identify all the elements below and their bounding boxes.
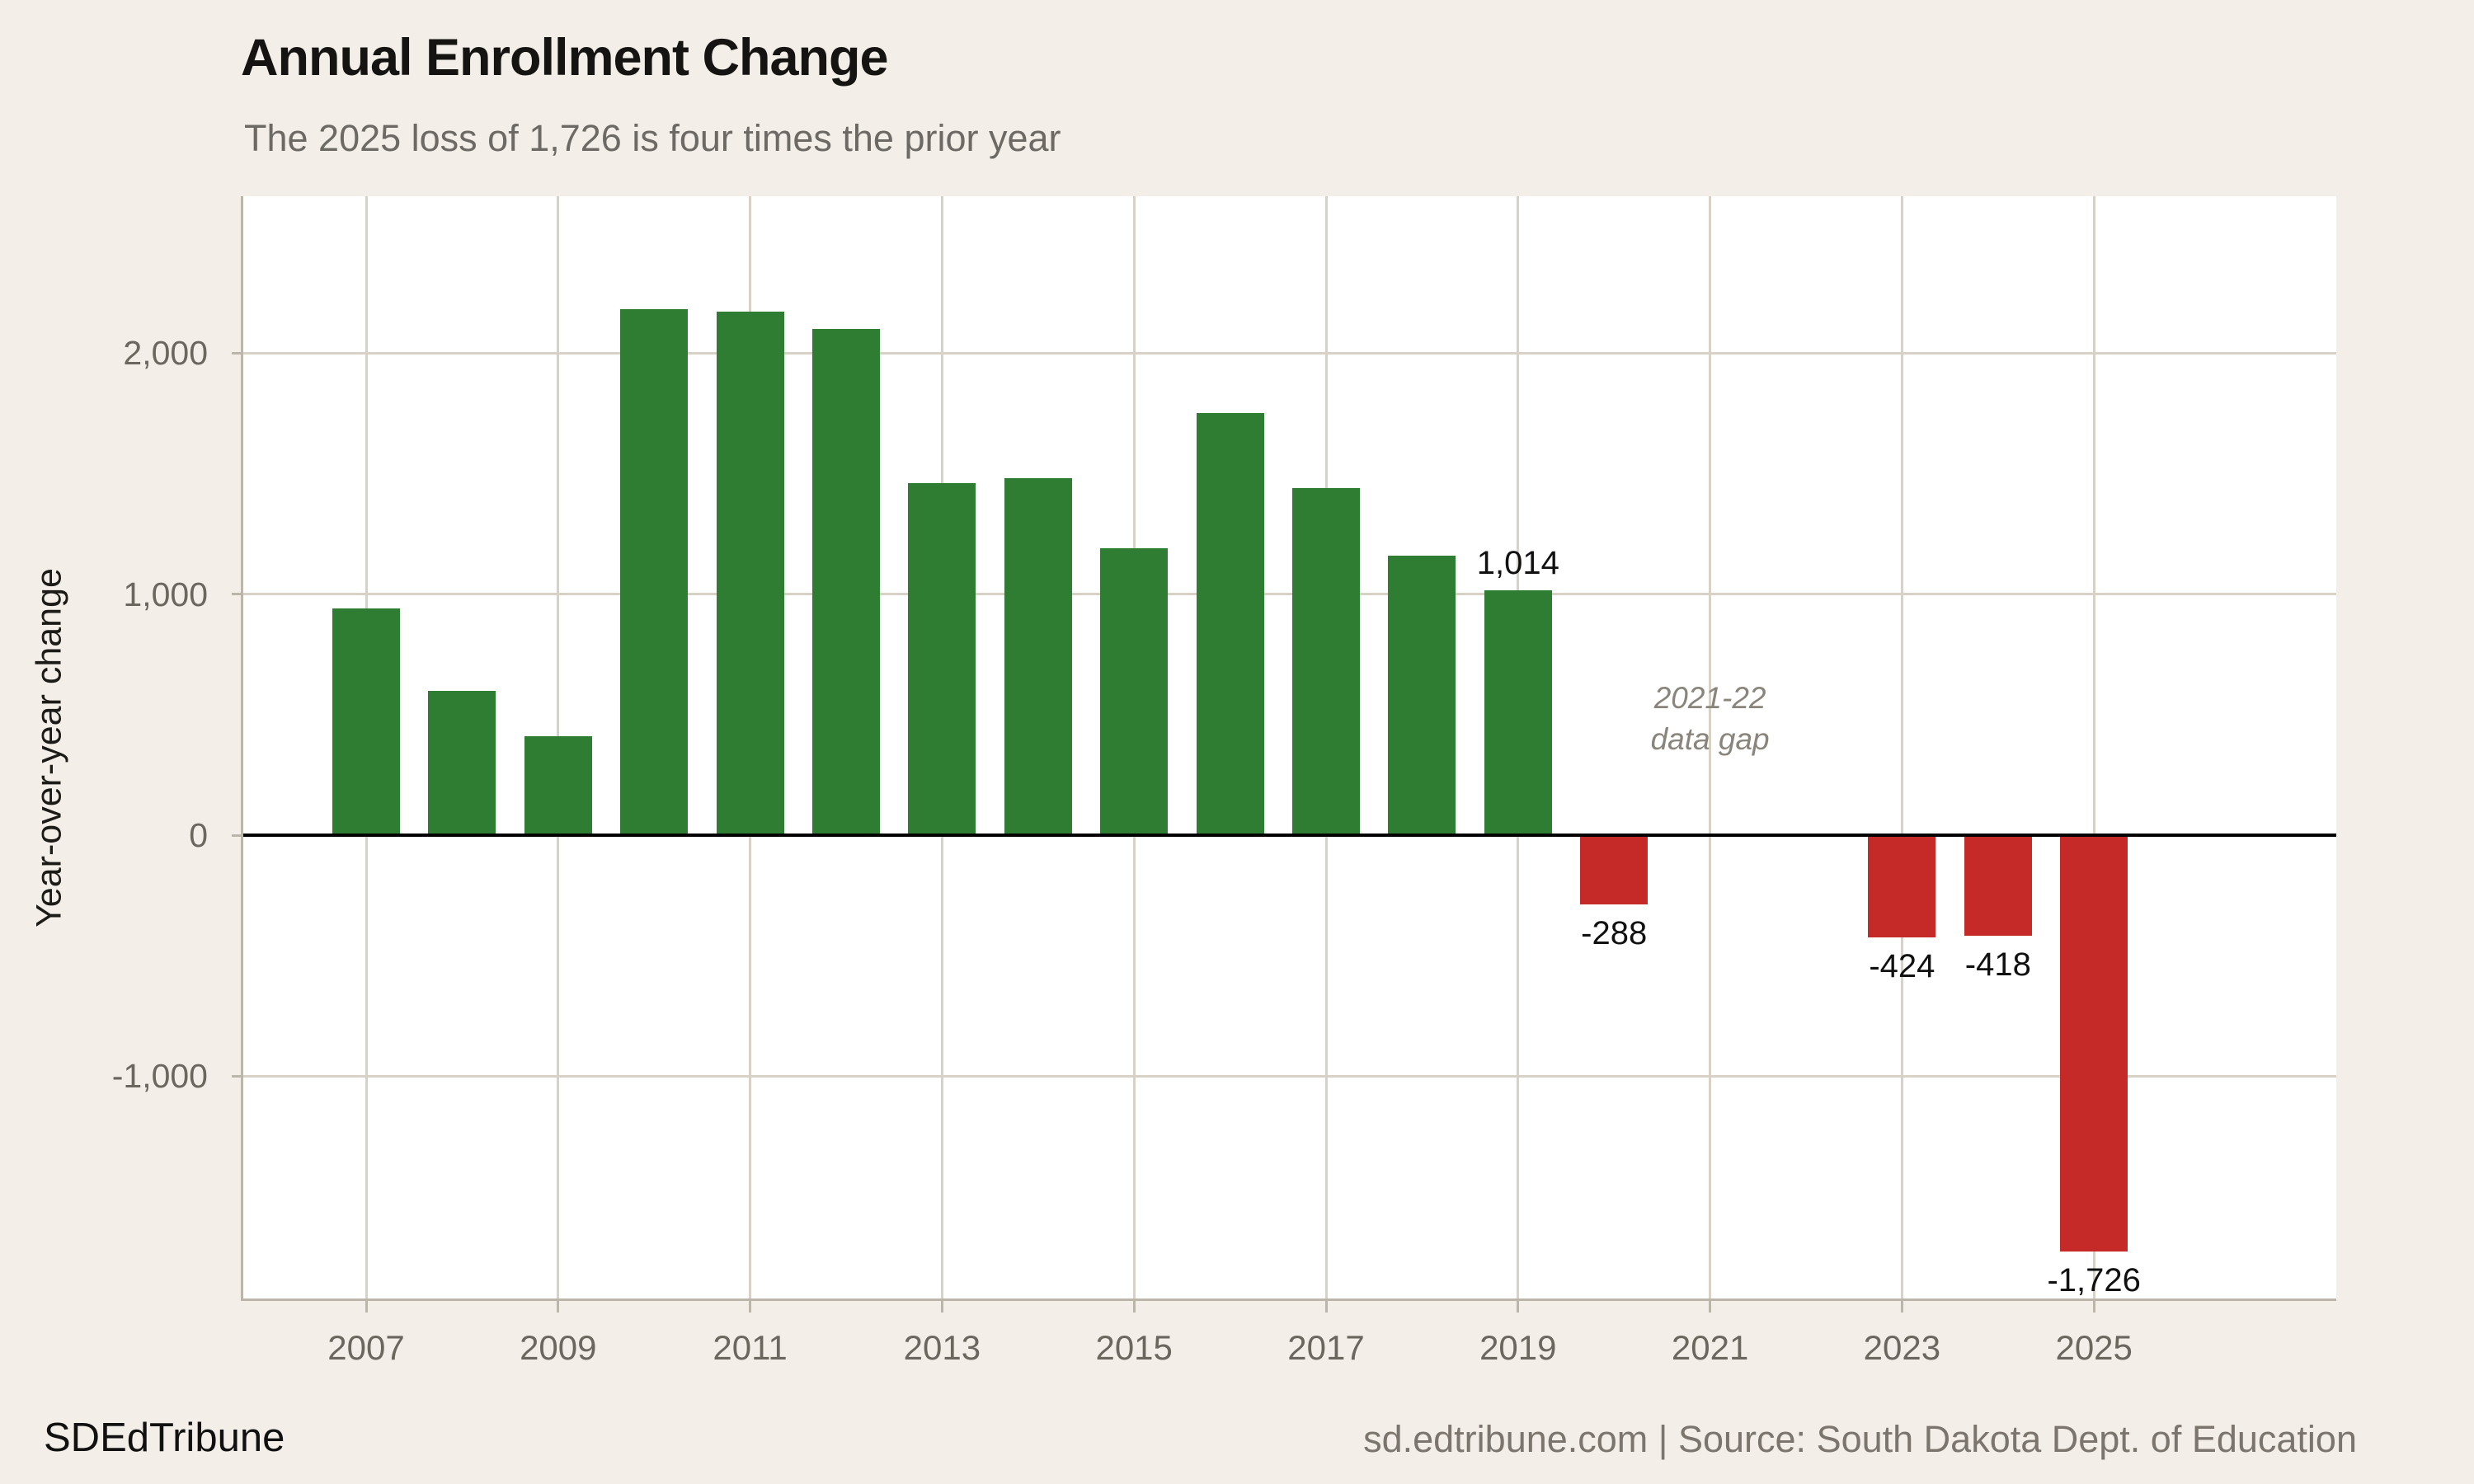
bar-2010 (620, 309, 689, 835)
x-tick-2025 (2092, 1299, 2095, 1313)
y-tick-0 (232, 834, 242, 837)
x-tick-label-2017: 2017 (1287, 1328, 1365, 1367)
bar-2024 (1964, 835, 2032, 937)
x-tick-label-2023: 2023 (1863, 1328, 1941, 1367)
source-attribution: sd.edtribune.com | Source: South Dakota … (1363, 1418, 2357, 1460)
x-tick-label-2009: 2009 (520, 1328, 597, 1367)
gridline-x-2021 (1709, 196, 1712, 1299)
zero-baseline (243, 834, 2336, 838)
bar-2013 (908, 483, 976, 835)
x-axis-spine (241, 1298, 2336, 1301)
y-tick-label-1000: 1,000 (123, 575, 208, 613)
data-gap-annotation-line1: 2021-22 (1653, 681, 1766, 715)
y-tick-label-0: 0 (189, 816, 208, 855)
gridline-x-2023 (1900, 196, 1903, 1299)
gridline-y--1000 (243, 1074, 2336, 1078)
chart-subtitle: The 2025 loss of 1,726 is four times the… (244, 117, 1061, 159)
bar-2009 (524, 736, 592, 835)
bar-2015 (1100, 547, 1169, 835)
x-tick-2009 (557, 1299, 560, 1313)
y-axis-title: Year-over-year change (29, 568, 69, 928)
bar-2023 (1868, 835, 1936, 938)
gridline-x-2025 (2092, 196, 2095, 1299)
y-tick-label--1000: -1,000 (111, 1057, 208, 1096)
chart-title: Annual Enrollment Change (241, 29, 889, 87)
value-label-2025: -1,726 (2047, 1261, 2141, 1298)
value-label-2024: -418 (1964, 946, 2031, 984)
bar-2018 (1388, 555, 1456, 835)
x-tick-2013 (940, 1299, 943, 1313)
bar-2025 (2060, 835, 2128, 1252)
gridline-y-2000 (243, 351, 2336, 355)
bar-2014 (1004, 478, 1072, 835)
bar-2019 (1484, 590, 1552, 835)
x-tick-label-2015: 2015 (1095, 1328, 1173, 1367)
x-tick-label-2013: 2013 (903, 1328, 981, 1367)
bar-2011 (716, 312, 784, 835)
bar-2017 (1292, 487, 1360, 836)
y-tick-1000 (232, 593, 242, 596)
y-axis-spine (241, 196, 243, 1301)
brand-logo-text: SDEdTribune (44, 1416, 285, 1460)
y-tick--1000 (232, 1074, 242, 1078)
bar-2020 (1580, 835, 1649, 905)
plot-area (243, 196, 2336, 1299)
x-tick-2015 (1132, 1299, 1136, 1313)
data-gap-annotation-line2: data gap (1650, 722, 1770, 756)
bar-2012 (812, 328, 880, 835)
bar-2008 (428, 690, 496, 835)
x-tick-2011 (749, 1299, 752, 1313)
x-tick-label-2021: 2021 (1671, 1328, 1749, 1367)
value-label-2019: 1,014 (1476, 545, 1559, 582)
x-tick-2023 (1900, 1299, 1903, 1313)
x-tick-label-2025: 2025 (2055, 1328, 2133, 1367)
gridline-y-1000 (243, 593, 2336, 596)
data-gap-annotation: 2021-22 data gap (1578, 678, 1842, 760)
x-tick-label-2011: 2011 (713, 1328, 788, 1367)
bar-2016 (1196, 413, 1264, 835)
x-tick-label-2007: 2007 (327, 1328, 405, 1367)
x-tick-2021 (1709, 1299, 1712, 1313)
x-tick-2007 (365, 1299, 368, 1313)
bar-2007 (332, 608, 400, 835)
y-tick-2000 (232, 351, 242, 355)
x-tick-2019 (1517, 1299, 1520, 1313)
y-tick-label-2000: 2,000 (123, 334, 208, 373)
value-label-2023: -424 (1869, 948, 1935, 985)
x-tick-label-2019: 2019 (1479, 1328, 1557, 1367)
value-label-2020: -288 (1581, 915, 1648, 952)
x-tick-2017 (1324, 1299, 1328, 1313)
